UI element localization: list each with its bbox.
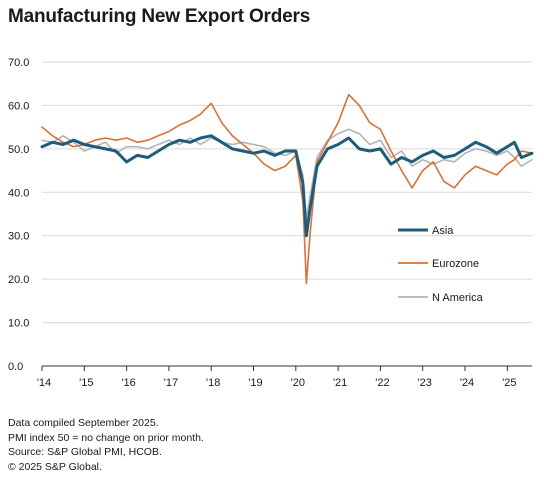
legend-label-n-america: N America <box>432 292 484 304</box>
y-tick-label: 50.0 <box>8 144 29 156</box>
x-tick-label: '25 <box>502 377 516 389</box>
x-tick-label: '22 <box>375 377 389 389</box>
series-lines <box>40 93 534 285</box>
y-tick-label: 20.0 <box>8 274 29 286</box>
note-source: Source: S&P Global PMI, HCOB. <box>8 446 162 458</box>
x-tick-label: '15 <box>79 377 93 389</box>
line-chart: 0.010.020.030.040.050.060.070.0 '14'15'1… <box>8 57 534 389</box>
y-axis-ticks: 0.0 10.0 20.0 30.0 40.0 50.0 60.0 70.0 <box>8 57 29 373</box>
chart-notes: Data compiled September 2025. PMI index … <box>8 416 204 474</box>
x-tick-label: '20 <box>291 377 305 389</box>
x-tick-label: '21 <box>333 377 347 389</box>
x-axis: '14 '15 '16 '17 '18 '19 '20 '21 '22 '23 '24 '25 <box>37 365 532 389</box>
y-tick-label: 30.0 <box>8 231 29 243</box>
y-tick-label: 70.0 <box>8 57 29 69</box>
x-tick-label: '19 <box>248 377 262 389</box>
x-tick-label: '17 <box>164 377 178 389</box>
chart-title: Manufacturing New Export Orders <box>8 6 311 27</box>
note-copyright: © 2025 S&P Global. <box>8 460 102 473</box>
series-line-eurozone <box>41 93 533 285</box>
series-line-n-america <box>41 128 533 220</box>
series-line-asia <box>40 134 534 238</box>
gridlines <box>42 61 532 367</box>
x-tick-label: '16 <box>121 377 135 389</box>
legend-label-eurozone: Eurozone <box>432 258 479 270</box>
x-tick-label: '24 <box>460 377 474 389</box>
y-tick-label: 40.0 <box>8 187 29 199</box>
x-tick-label: '18 <box>206 377 220 389</box>
x-tick-label: '23 <box>418 377 432 389</box>
y-tick-label: 10.0 <box>8 318 29 330</box>
y-tick-label: 0.0 <box>8 361 23 373</box>
legend: Asia Eurozone N America <box>398 225 484 304</box>
legend-label-asia: Asia <box>432 225 454 237</box>
x-tick-label: '14 <box>37 377 51 389</box>
y-tick-label: 60.0 <box>8 100 29 112</box>
note-compiled: Data compiled September 2025. <box>8 417 159 429</box>
note-pmi-definition: PMI index 50 = no change on prior month. <box>8 431 204 444</box>
